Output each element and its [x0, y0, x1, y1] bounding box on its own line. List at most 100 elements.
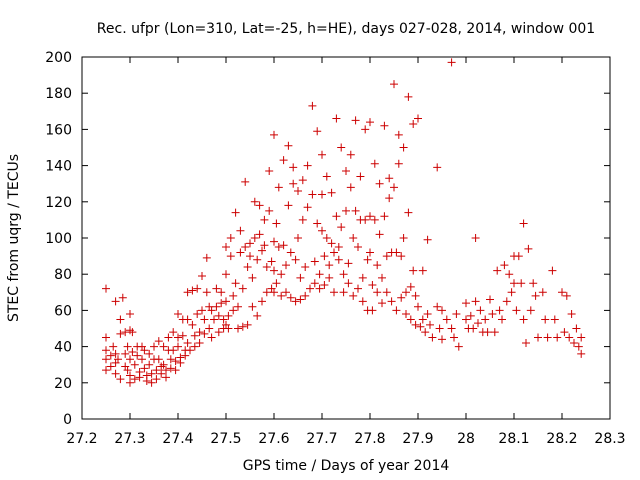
x-tick-label: 28.2: [546, 431, 577, 447]
data-point: [332, 212, 341, 221]
data-point: [313, 219, 322, 228]
data-point: [505, 270, 514, 279]
data-point: [102, 355, 110, 364]
data-point: [181, 351, 190, 360]
data-point: [190, 331, 199, 340]
data-point: [106, 362, 115, 371]
data-point: [241, 243, 250, 252]
data-point: [286, 293, 295, 302]
data-point: [438, 335, 446, 344]
data-point: [277, 291, 286, 300]
data-point: [202, 253, 211, 262]
data-point: [217, 288, 226, 297]
data-point: [282, 261, 290, 270]
data-point: [130, 360, 139, 369]
data-point: [428, 333, 437, 342]
data-point: [267, 257, 276, 266]
data-point: [142, 376, 151, 385]
data-point: [325, 273, 334, 282]
data-point: [349, 291, 358, 300]
data-point: [258, 297, 266, 306]
data-point: [346, 183, 355, 192]
data-point: [534, 333, 542, 342]
y-tick-label: 180: [45, 86, 72, 102]
data-point: [226, 252, 235, 261]
data-point: [111, 297, 120, 306]
x-tick-label: 27.6: [258, 431, 289, 447]
data-point: [145, 360, 154, 369]
data-point: [248, 302, 257, 311]
data-point: [495, 306, 504, 315]
data-point: [399, 234, 408, 242]
data-point: [126, 371, 134, 380]
data-point: [128, 348, 137, 357]
data-point: [116, 315, 125, 324]
y-tick-label: 0: [63, 412, 72, 428]
data-point: [243, 320, 252, 329]
data-point: [121, 328, 130, 337]
data-point: [198, 272, 206, 281]
x-tick-label: 27.5: [210, 431, 241, 447]
data-point: [572, 324, 581, 333]
data-point: [406, 315, 415, 324]
data-point: [471, 234, 480, 242]
data-point: [298, 176, 307, 185]
data-point: [322, 172, 331, 181]
data-point: [308, 190, 317, 199]
data-point: [253, 255, 262, 264]
data-point: [106, 351, 115, 360]
data-point: [174, 342, 182, 351]
data-point: [392, 248, 401, 257]
data-point: [159, 342, 168, 351]
data-point: [195, 328, 204, 337]
y-tick-label: 160: [45, 122, 72, 138]
data-point: [423, 310, 432, 319]
data-point: [577, 349, 586, 358]
data-point: [387, 297, 396, 306]
data-point: [118, 293, 127, 302]
y-axis-label: STEC from uqrg / TECUs: [6, 154, 22, 322]
data-point: [236, 248, 245, 257]
data-point: [200, 329, 209, 338]
data-point: [193, 284, 202, 293]
data-point: [222, 243, 230, 252]
x-tick-label: 27.9: [402, 431, 433, 447]
data-point: [378, 273, 386, 282]
data-point: [474, 319, 482, 328]
data-point: [109, 342, 118, 351]
data-point: [296, 295, 305, 304]
data-point: [222, 270, 230, 279]
data-point: [351, 116, 360, 125]
data-point: [361, 215, 370, 224]
data-point: [512, 306, 521, 315]
data-point: [380, 212, 389, 221]
data-point: [481, 315, 490, 324]
data-point: [394, 130, 403, 139]
data-point: [411, 320, 420, 329]
data-point: [102, 284, 110, 293]
data-point: [330, 248, 338, 257]
data-point: [421, 328, 430, 337]
data-point: [286, 248, 295, 257]
data-point: [373, 261, 382, 270]
data-point: [274, 183, 283, 192]
data-point: [226, 234, 235, 242]
data-point: [270, 266, 278, 275]
data-point: [116, 329, 125, 338]
data-point: [380, 121, 389, 130]
data-point: [406, 282, 415, 291]
data-point: [294, 234, 302, 242]
data-point: [469, 324, 478, 333]
data-point: [291, 297, 300, 306]
data-point: [274, 243, 283, 252]
data-point: [147, 369, 156, 378]
data-point: [169, 346, 178, 355]
y-tick-label: 40: [54, 340, 72, 356]
data-point: [243, 262, 252, 271]
data-point: [385, 174, 394, 183]
data-point: [140, 346, 149, 355]
data-point: [313, 127, 322, 136]
data-point: [315, 270, 324, 279]
data-point: [183, 315, 192, 324]
